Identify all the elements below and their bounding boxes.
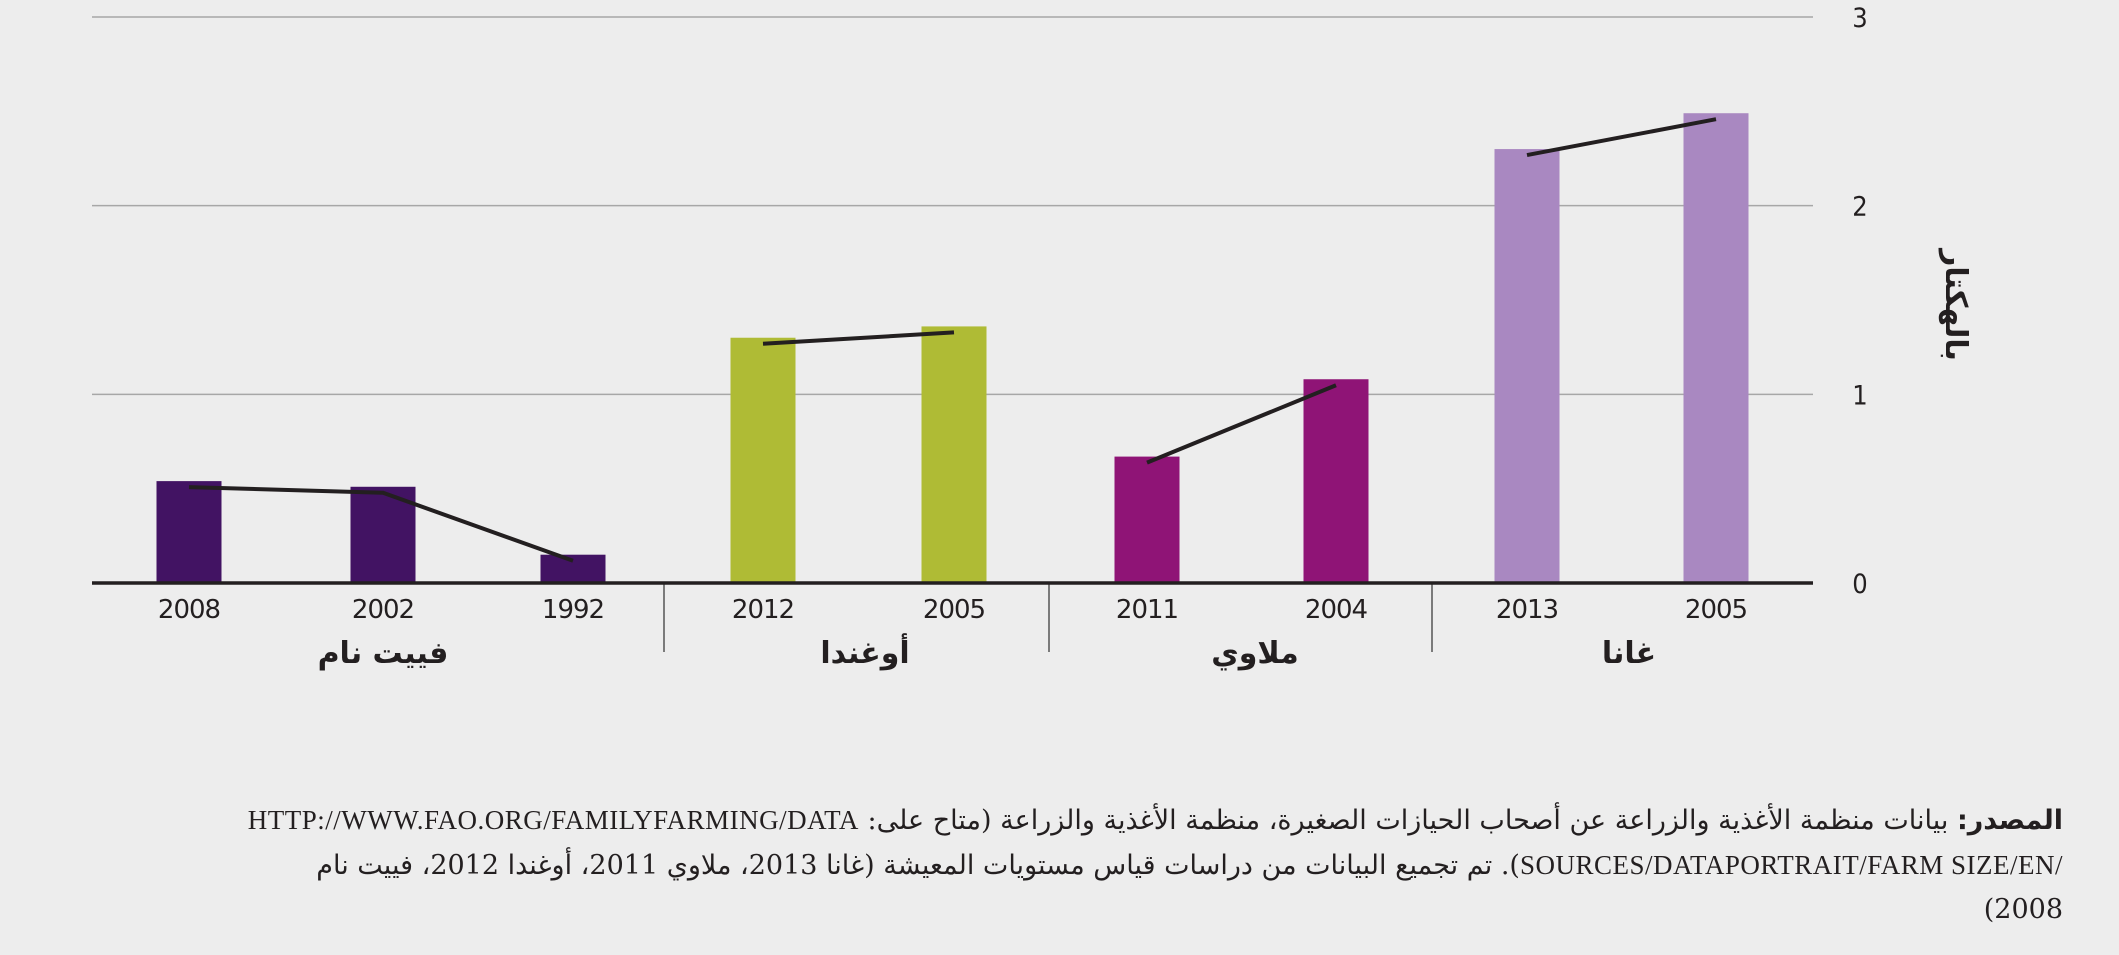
- group-label: أوغندا: [820, 633, 909, 671]
- group-label: غانا: [1602, 636, 1656, 671]
- series-line: [1146, 383, 1337, 465]
- x-tick-label: 2013: [1496, 595, 1558, 625]
- y-tick-label: 2: [1852, 192, 1867, 223]
- bar: [1114, 456, 1180, 583]
- bar: [1494, 149, 1560, 584]
- trend-lines: [92, 117, 1813, 585]
- source-label: المصدر:: [1956, 805, 2063, 836]
- bar: [921, 326, 987, 583]
- group-label: فييت نام: [318, 636, 449, 671]
- x-axis-labels: 2005 2013 2004 2011 2005 2012 1992 2002 2008: [158, 595, 1748, 625]
- source-note: المصدر: بيانات منظمة الأغذية والزراعة عن…: [243, 798, 2063, 932]
- group-label: ملاوي: [1211, 636, 1299, 671]
- x-tick-label: 1992: [542, 595, 604, 625]
- source-text-2: ). تم تجميع البيانات من دراسات قياس مستو…: [316, 850, 2063, 925]
- y-axis-title: بالهكتار: [1938, 247, 1973, 361]
- source-text-1: بيانات منظمة الأغذية والزراعة عن أصحاب ا…: [858, 805, 1957, 836]
- bar: [1683, 113, 1749, 583]
- bar: [1303, 379, 1369, 583]
- x-tick-label: 2012: [732, 595, 794, 625]
- x-tick-label: 2005: [923, 595, 985, 625]
- bar: [350, 486, 416, 583]
- bar: [156, 481, 222, 583]
- x-tick-label: 2005: [1685, 595, 1747, 625]
- y-axis-ticks: 0 1 2 3: [1852, 3, 1867, 600]
- y-tick-label: 3: [1852, 3, 1867, 34]
- series-line: [762, 330, 955, 346]
- series-line: [1526, 117, 1717, 158]
- x-tick-label: 2004: [1305, 595, 1368, 625]
- bars: [156, 113, 1749, 584]
- series-line: [188, 485, 574, 563]
- x-tick-label: 2011: [1116, 595, 1178, 625]
- y-tick-label: 0: [1852, 569, 1867, 600]
- source-url-1: HTTP://WWW.FAO.ORG/FAMILY: [247, 805, 654, 835]
- group-labels: غانا ملاوي أوغندا فييت نام: [318, 633, 1657, 671]
- bar: [730, 337, 796, 583]
- x-tick-label: 2008: [158, 595, 220, 625]
- x-tick-label: 2002: [352, 595, 414, 625]
- y-tick-label: 1: [1852, 380, 1867, 411]
- source-url-2: FARMING/DATA SOURCES/DATAPORTRAIT/FARM S…: [653, 805, 2063, 880]
